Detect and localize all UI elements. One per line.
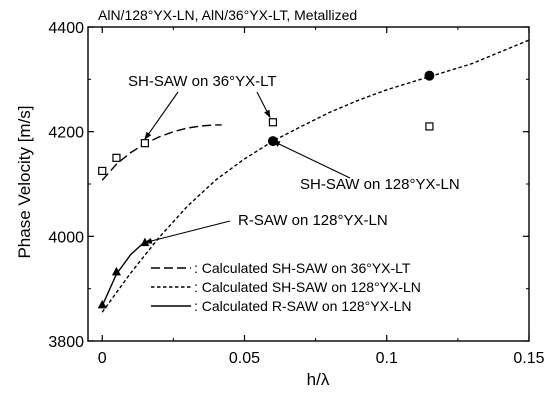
annotation-label: R-SAW on 128°YX-LN	[238, 212, 388, 229]
marker-filled-triangle	[111, 266, 121, 276]
marker-filled-triangle	[97, 299, 107, 309]
calculated-curve-0	[101, 124, 222, 181]
marker-filled-circle	[424, 70, 435, 81]
plot-layer: 0 0.05 0.1 0.15 3800 4000 4200 4400 SH-SAW on 36…	[48, 20, 544, 367]
annotation-arrow	[143, 220, 231, 244]
annotation-arrow	[144, 91, 179, 140]
x-tick-label: 0	[98, 350, 107, 367]
marker-open-square	[140, 139, 150, 148]
y-tick-label: 4400	[48, 20, 84, 37]
marker-open-square	[425, 122, 434, 131]
annotation-arrow	[272, 140, 351, 179]
annotation-arrow-extra	[256, 91, 271, 119]
y-tick-label: 4200	[48, 125, 84, 142]
y-tick-label: 3800	[48, 334, 84, 351]
marker-open-square	[98, 166, 107, 176]
legend-label: : Calculated SH-SAW on 128°YX-LN	[194, 279, 421, 295]
legend-label: : Calculated R-SAW on 128°YX-LN	[194, 298, 412, 314]
x-tick-label: 0.1	[376, 350, 398, 367]
x-tick-label: 0.15	[513, 350, 544, 367]
y-tick-label: 4000	[48, 229, 84, 246]
annotation-label: SH-SAW on 36°YX-LT	[128, 73, 277, 90]
chart-title: AlN/128°YX-LN, AlN/36°YX-LT, Metallized	[98, 7, 357, 23]
calculated-curve-1	[101, 39, 529, 313]
annotation-label: SH-SAW on 128°YX-LN	[300, 176, 460, 193]
marker-open-square	[268, 118, 278, 127]
legend-label: : Calculated SH-SAW on 36°YX-LT	[194, 260, 411, 276]
x-axis-title: h/λ	[307, 370, 330, 389]
x-tick-label: 0.05	[229, 350, 260, 367]
calculated-curve-2	[101, 241, 146, 307]
marker-open-square	[112, 153, 121, 162]
y-axis-title: Phase Velocity [m/s]	[15, 105, 34, 258]
